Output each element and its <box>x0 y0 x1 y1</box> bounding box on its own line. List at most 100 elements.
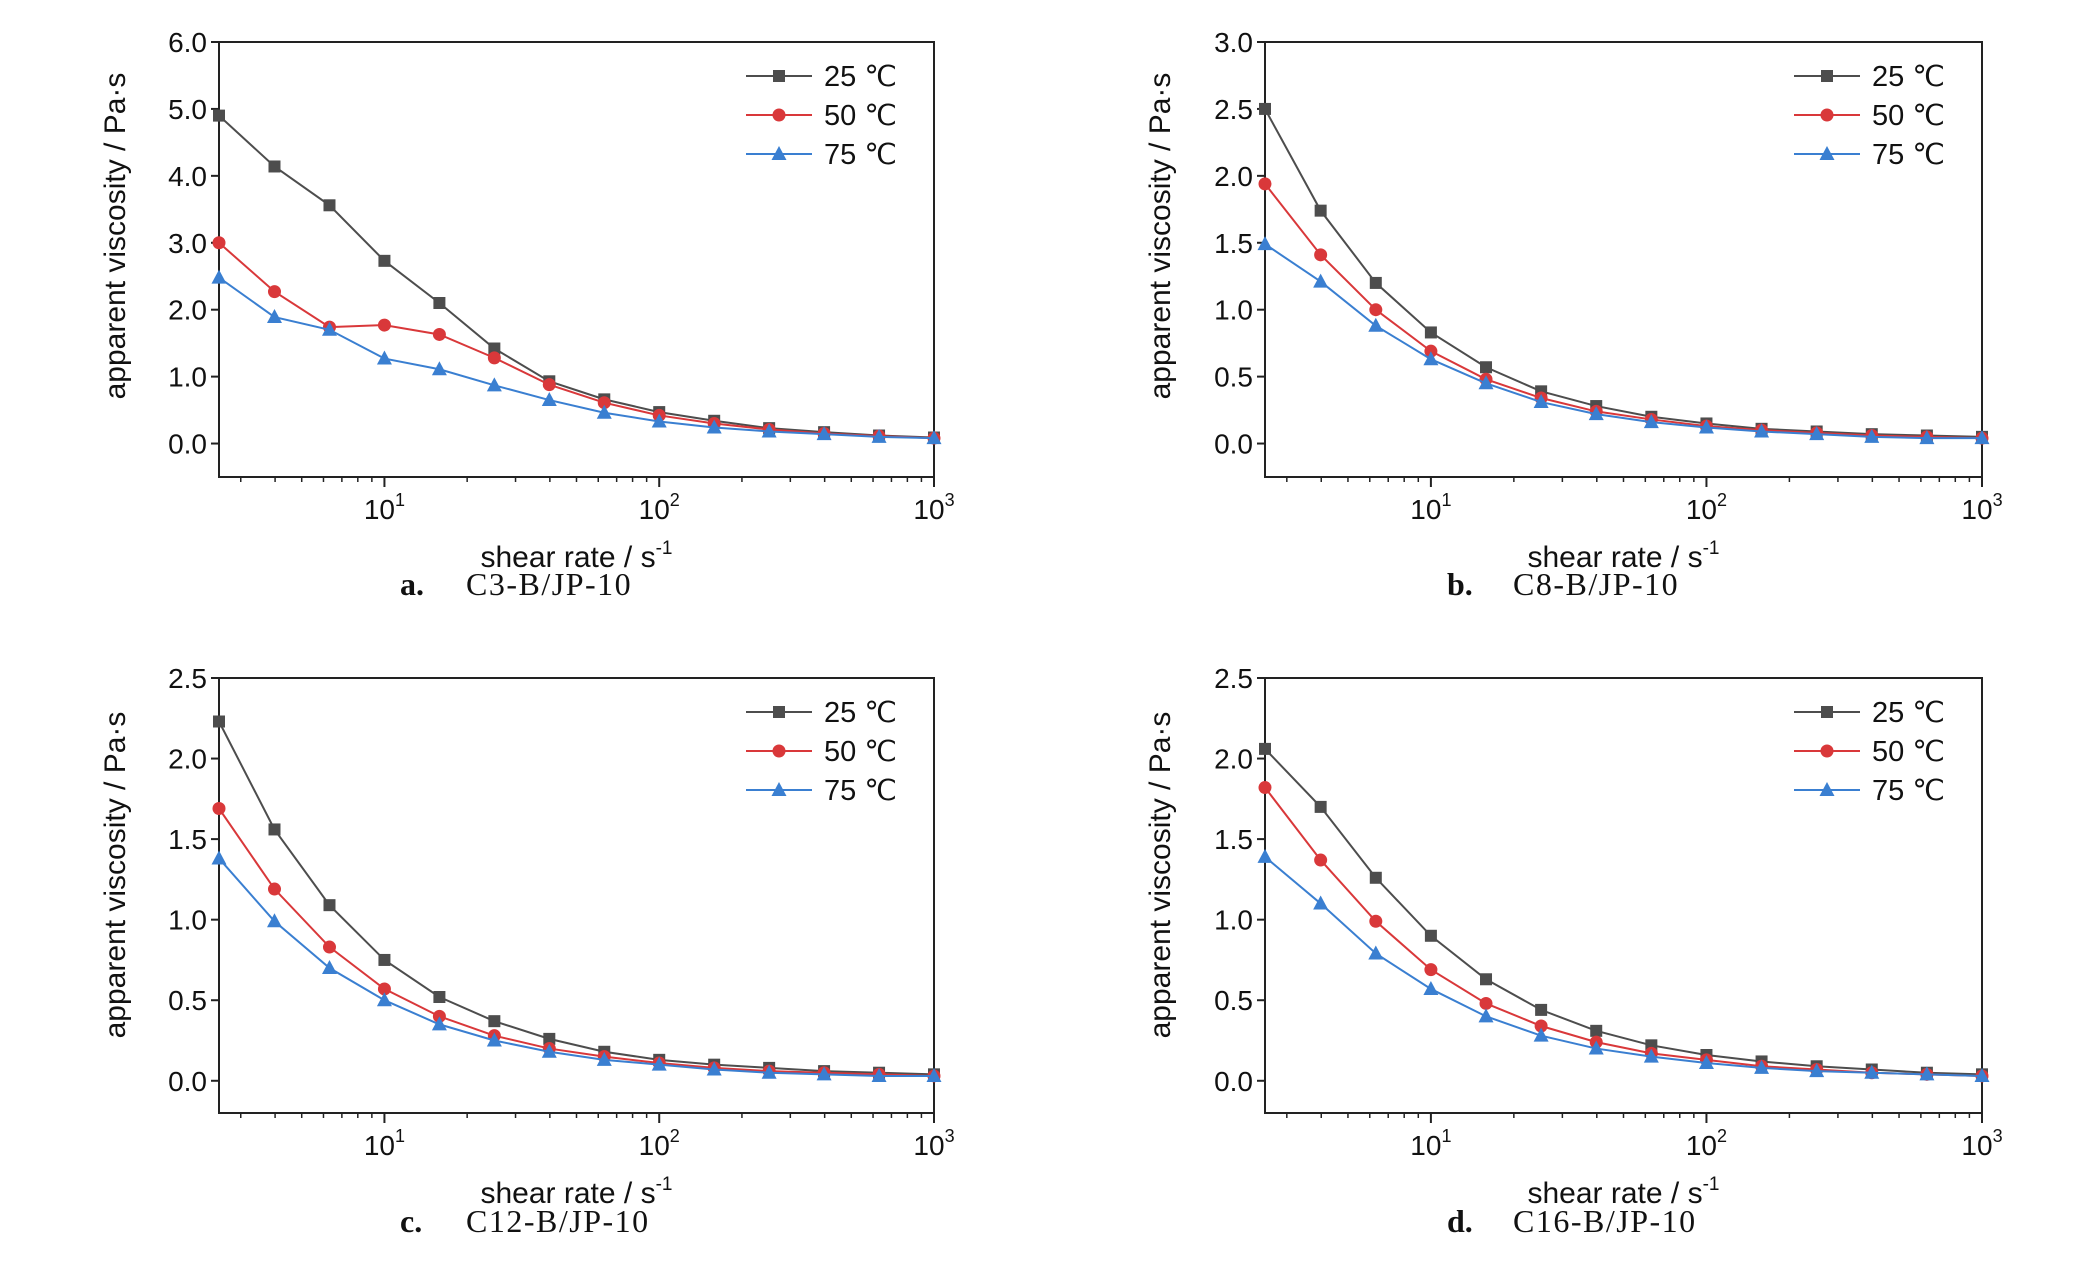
chart-panel-b: 0.0 0.5 1.0 1.5 2.0 2.5 3.0 101 102 103 shear rate… <box>1144 27 2003 602</box>
legend-label: 75 ℃ <box>1872 775 1945 807</box>
data-point <box>1533 1027 1549 1042</box>
data-point <box>1588 1040 1604 1055</box>
y-tick-label: 0.0 <box>168 429 207 460</box>
data-point <box>1919 430 1935 445</box>
data-point <box>1478 375 1494 390</box>
y-tick-label: 0.0 <box>1214 429 1253 460</box>
data-point <box>1643 414 1659 429</box>
series-line <box>1264 786 1983 1077</box>
series-triangle <box>1257 848 1990 1082</box>
data-point <box>651 413 667 428</box>
data-point <box>1257 848 1273 863</box>
y-tick-label: 2.5 <box>168 663 207 694</box>
caption-text: C3-B/JP-10 <box>466 566 632 602</box>
series-line <box>218 721 935 1076</box>
data-point <box>433 991 446 1003</box>
data-point <box>706 419 722 434</box>
data-point <box>488 342 501 355</box>
y-axis-title: apparent viscosity / Pa·s <box>99 73 132 400</box>
legend-marker <box>1820 744 1834 758</box>
data-point <box>1590 1024 1603 1037</box>
x-tick-label: 102 <box>1686 1126 1727 1161</box>
legend-label: 50 ℃ <box>824 100 897 132</box>
data-point <box>1809 1063 1825 1078</box>
series-line <box>1264 748 1983 1076</box>
data-point <box>1314 248 1328 262</box>
data-point <box>541 1043 557 1058</box>
series-circle <box>212 802 941 1083</box>
y-tick-label: 0.5 <box>1214 985 1253 1016</box>
x-axis-title: shear rate / s-1 <box>481 538 673 574</box>
data-point <box>1423 980 1439 995</box>
data-point <box>1479 996 1493 1010</box>
legend-marker <box>1820 108 1834 122</box>
x-tick-label: 101 <box>364 490 405 525</box>
data-point <box>1313 895 1329 910</box>
data-point <box>211 850 227 865</box>
x-tick-label: 101 <box>364 1126 405 1161</box>
data-point <box>1368 945 1384 960</box>
y-tick-label: 5.0 <box>168 94 207 125</box>
data-point <box>597 396 611 410</box>
x-axis-title: shear rate / s-1 <box>1528 538 1720 574</box>
data-point <box>432 1009 446 1023</box>
series-circle <box>212 236 941 445</box>
data-point <box>213 109 225 122</box>
legend-label: 50 ℃ <box>1872 736 1945 768</box>
x-tick-label: 103 <box>913 490 954 525</box>
series-triangle <box>1257 236 1990 445</box>
legend-label: 50 ℃ <box>1872 100 1945 132</box>
data-point <box>1369 276 1382 289</box>
data-point <box>1809 426 1825 441</box>
y-tick-label: 3.0 <box>168 228 207 259</box>
legend-marker <box>772 108 786 122</box>
series-line <box>218 276 935 440</box>
data-point <box>1424 344 1438 358</box>
legend-label: 25 ℃ <box>1872 61 1945 93</box>
data-point <box>321 960 337 974</box>
y-tick-label: 2.5 <box>1214 94 1253 125</box>
y-tick-label: 0.5 <box>168 985 207 1016</box>
data-point <box>1588 406 1604 421</box>
data-point <box>377 982 391 996</box>
data-point <box>1258 177 1272 191</box>
series-square <box>213 715 940 1081</box>
chart-panel-d: 0.0 0.5 1.0 1.5 2.0 2.5 101 102 103 shear rate / … <box>1144 663 2003 1239</box>
data-point <box>376 992 392 1007</box>
caption-letter: c. <box>400 1203 422 1239</box>
data-point <box>1533 394 1549 409</box>
data-point <box>1314 853 1328 867</box>
x-tick-label: 103 <box>1961 490 2002 525</box>
data-point <box>926 1067 942 1082</box>
y-tick-label: 0.5 <box>1214 362 1253 393</box>
data-point <box>486 377 502 392</box>
legend-marker <box>1819 146 1835 160</box>
data-point <box>433 297 446 309</box>
caption-letter: b. <box>1447 566 1473 602</box>
data-point <box>1643 1048 1659 1063</box>
data-point <box>213 715 225 728</box>
data-point <box>1314 204 1327 217</box>
data-point <box>488 1015 501 1028</box>
caption-letter: d. <box>1447 1203 1473 1239</box>
x-tick-label: 102 <box>639 490 680 525</box>
legend: 25 ℃ 50 ℃ 75 ℃ <box>746 61 897 171</box>
data-point <box>1480 973 1493 986</box>
legend: 25 ℃ 50 ℃ 75 ℃ <box>746 697 897 807</box>
y-tick-label: 6.0 <box>168 27 207 58</box>
data-point <box>431 361 447 376</box>
data-point <box>268 160 281 173</box>
data-point <box>1478 1008 1494 1023</box>
x-tick-label: 103 <box>1961 1126 2002 1161</box>
data-point <box>542 378 556 392</box>
data-point <box>596 1051 612 1066</box>
data-point <box>377 318 391 332</box>
series-line <box>218 114 935 439</box>
y-tick-label: 2.5 <box>1214 663 1253 694</box>
data-point <box>1424 963 1438 977</box>
legend-label: 75 ℃ <box>1872 139 1945 171</box>
data-point <box>706 1061 722 1076</box>
caption-letter: a. <box>400 566 424 602</box>
data-point <box>1864 1064 1880 1079</box>
series-line <box>218 242 935 440</box>
